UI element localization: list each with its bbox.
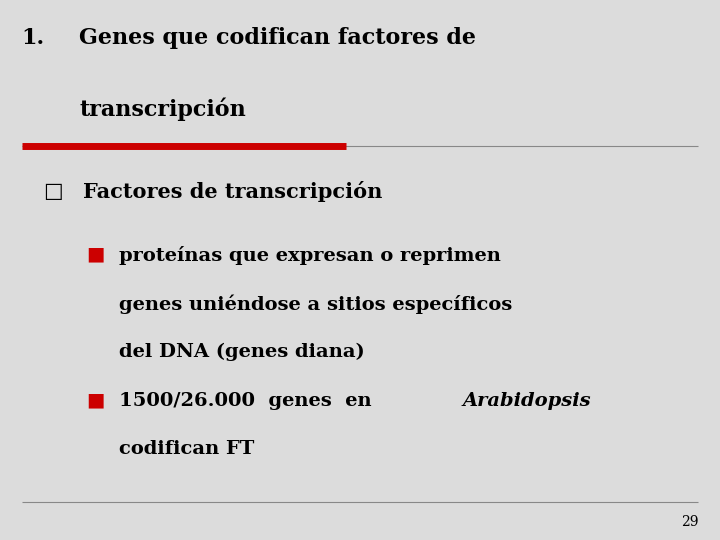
Text: 1500/26.000  genes  en: 1500/26.000 genes en (119, 392, 385, 409)
Text: Factores de transcripción: Factores de transcripción (83, 181, 382, 202)
Text: ■: ■ (86, 392, 105, 409)
Text: genes uniéndose a sitios específicos: genes uniéndose a sitios específicos (119, 294, 512, 314)
Text: □: □ (43, 181, 63, 201)
Text: proteínas que expresan o reprimen: proteínas que expresan o reprimen (119, 246, 500, 265)
Text: transcripción: transcripción (79, 97, 246, 121)
Text: Arabidopsis: Arabidopsis (462, 392, 591, 409)
Text: ■: ■ (86, 246, 105, 264)
Text: Genes que codifican factores de: Genes que codifican factores de (79, 27, 476, 49)
Text: 1.: 1. (22, 27, 45, 49)
Text: del DNA (genes diana): del DNA (genes diana) (119, 343, 364, 361)
Text: 29: 29 (681, 515, 698, 529)
Text: codifican FT: codifican FT (119, 440, 254, 458)
